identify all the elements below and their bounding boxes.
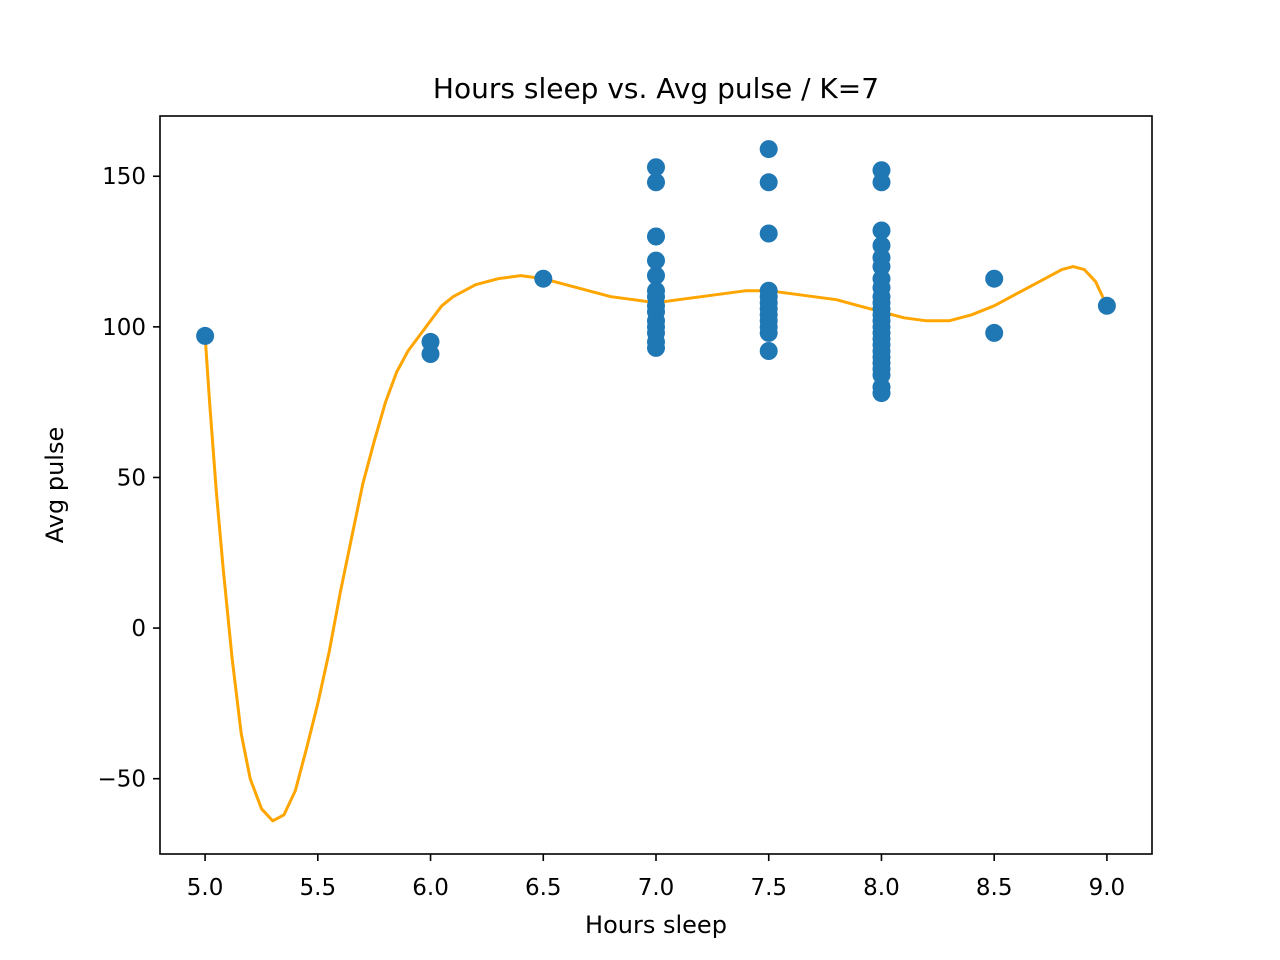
scatter-point — [985, 323, 1004, 342]
y-tick-label: 150 — [102, 164, 146, 190]
scatter-points — [196, 140, 1116, 403]
scatter-point — [872, 221, 891, 240]
x-tick-label: 5.5 — [300, 875, 337, 901]
x-axis-ticks: 5.0 5.5 6.0 6.5 7.0 7.5 8.0 8.5 9.0 — [187, 854, 1125, 901]
y-tick-label: 0 — [131, 616, 146, 642]
scatter-point — [647, 251, 665, 270]
x-tick-label: 6.0 — [412, 875, 449, 901]
x-tick-label: 7.0 — [638, 875, 675, 901]
y-axis-label: Avg pulse — [41, 427, 69, 543]
x-tick-label: 5.0 — [187, 875, 224, 901]
scatter-point — [759, 323, 778, 342]
x-tick-label: 6.5 — [525, 875, 562, 901]
scatter-point — [647, 227, 665, 246]
scatter-point — [872, 384, 891, 403]
scatter-point — [421, 345, 440, 363]
scatter-point — [196, 326, 215, 345]
x-tick-label: 7.5 — [750, 875, 787, 901]
scatter-point — [872, 173, 891, 192]
scatter-point — [1097, 296, 1116, 315]
scatter-point — [759, 140, 778, 159]
y-tick-label: −50 — [97, 767, 146, 793]
scatter-point — [647, 266, 665, 285]
plot-area — [196, 140, 1116, 823]
x-tick-label: 9.0 — [1089, 875, 1126, 901]
scatter-point — [759, 224, 778, 243]
x-axis-label: Hours sleep — [585, 911, 727, 939]
scatter-point — [759, 342, 778, 360]
x-tick-label: 8.5 — [976, 875, 1013, 901]
scatter-point — [647, 338, 665, 357]
y-tick-label: 100 — [102, 315, 146, 341]
scatter-point — [985, 269, 1004, 288]
y-axis-ticks: −50 0 50 100 150 — [97, 164, 160, 793]
scatter-point — [759, 173, 778, 192]
scatter-point — [647, 158, 665, 177]
scatter-point — [534, 269, 553, 288]
y-tick-label: 50 — [117, 465, 146, 491]
fit-line — [203, 265, 1109, 823]
x-tick-label: 8.0 — [863, 875, 900, 901]
scatter-point — [647, 173, 665, 192]
chart-title: Hours sleep vs. Avg pulse / K=7 — [433, 72, 879, 105]
